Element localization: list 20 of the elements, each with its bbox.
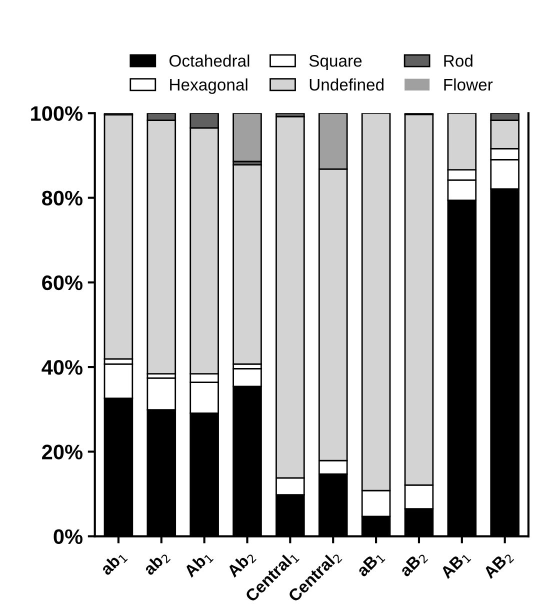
y-tick-label: 60% bbox=[42, 275, 82, 290]
legend-label: Rod bbox=[444, 54, 472, 67]
legend-label: Flower bbox=[444, 78, 493, 91]
y-tick-label: 40% bbox=[42, 360, 82, 375]
legend-label: Octahedral bbox=[170, 54, 250, 67]
legend-label: Undefined bbox=[310, 78, 384, 91]
x-tick-label: AB$_{1}$ bbox=[440, 550, 472, 581]
x-tick-label: ab$_{1}$ bbox=[99, 549, 128, 578]
x-tick-label: aB$_{2}$ bbox=[398, 550, 428, 580]
x-tick-label: Ab$_{1}$ bbox=[183, 549, 214, 580]
legend-label: Hexagonal bbox=[170, 78, 248, 94]
x-tick-label: ab$_{2}$ bbox=[142, 549, 171, 578]
x-tick-label: aB$_{1}$ bbox=[356, 550, 386, 580]
y-tick-label: 0% bbox=[54, 529, 82, 544]
y-tick-label: 100% bbox=[31, 106, 82, 121]
x-tick-label: AB$_{2}$ bbox=[482, 550, 514, 581]
legend-label: Square bbox=[309, 54, 362, 70]
bar bbox=[232, 113, 262, 162]
y-tick-label: 20% bbox=[42, 444, 82, 460]
y-tick-label: 80% bbox=[42, 190, 82, 206]
